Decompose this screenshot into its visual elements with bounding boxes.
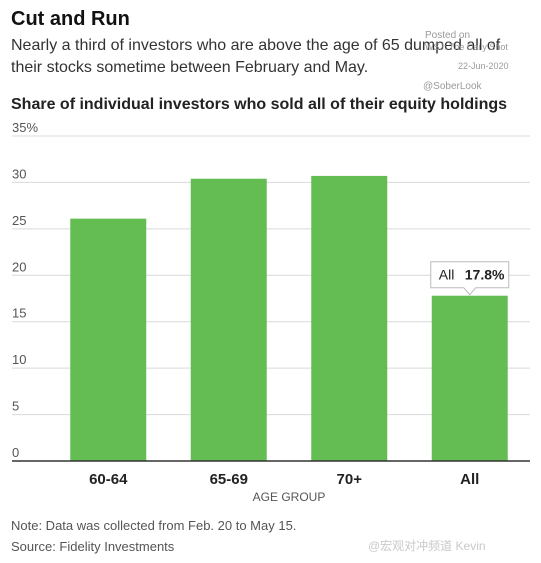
stamp-handle: @SoberLook (423, 81, 482, 92)
callout-box (430, 261, 510, 296)
chart-subtitle: Nearly a third of investors who are abov… (11, 37, 501, 76)
bar (431, 295, 508, 461)
y-tick-label: 0 (12, 445, 19, 460)
footnote-note: Note: Data was collected from Feb. 20 to… (11, 518, 297, 533)
callout-label: All (439, 267, 455, 283)
bar (311, 175, 388, 461)
bar (190, 178, 267, 461)
footnote-source: Source: Fidelity Investments (11, 539, 175, 554)
y-tick-label: 5 (12, 399, 19, 414)
y-tick-label: 20 (12, 259, 26, 274)
stamp-date: 22-Jun-2020 (458, 61, 509, 71)
callout-value: 17.8% (465, 267, 505, 283)
bar-chart: 0 5 10 15 20 25 30 35% 60-64 65-69 70+ All AGE GROUP… (12, 120, 530, 504)
y-tick-label: 30 (12, 166, 26, 181)
x-tick-label: 70+ (337, 471, 363, 488)
y-tick-label: 15 (12, 306, 26, 321)
stamp-source: WSJ: The Daily Shot (425, 42, 508, 52)
watermark: @宏观对冲频道 Kevin (368, 539, 486, 553)
x-tick-label: All (460, 471, 479, 488)
y-tick-label: 25 (12, 213, 26, 228)
x-axis-label: AGE GROUP (253, 490, 326, 504)
chart-headline: Cut and Run (11, 8, 130, 30)
y-tick-label: 35% (12, 120, 38, 135)
bar (70, 218, 147, 461)
posted-on-label: Posted on (425, 30, 471, 41)
x-tick-label: 60-64 (89, 471, 128, 488)
y-tick-label: 10 (12, 352, 26, 367)
chart-title: Share of individual investors who sold a… (11, 96, 508, 113)
x-tick-label: 65-69 (210, 471, 248, 488)
